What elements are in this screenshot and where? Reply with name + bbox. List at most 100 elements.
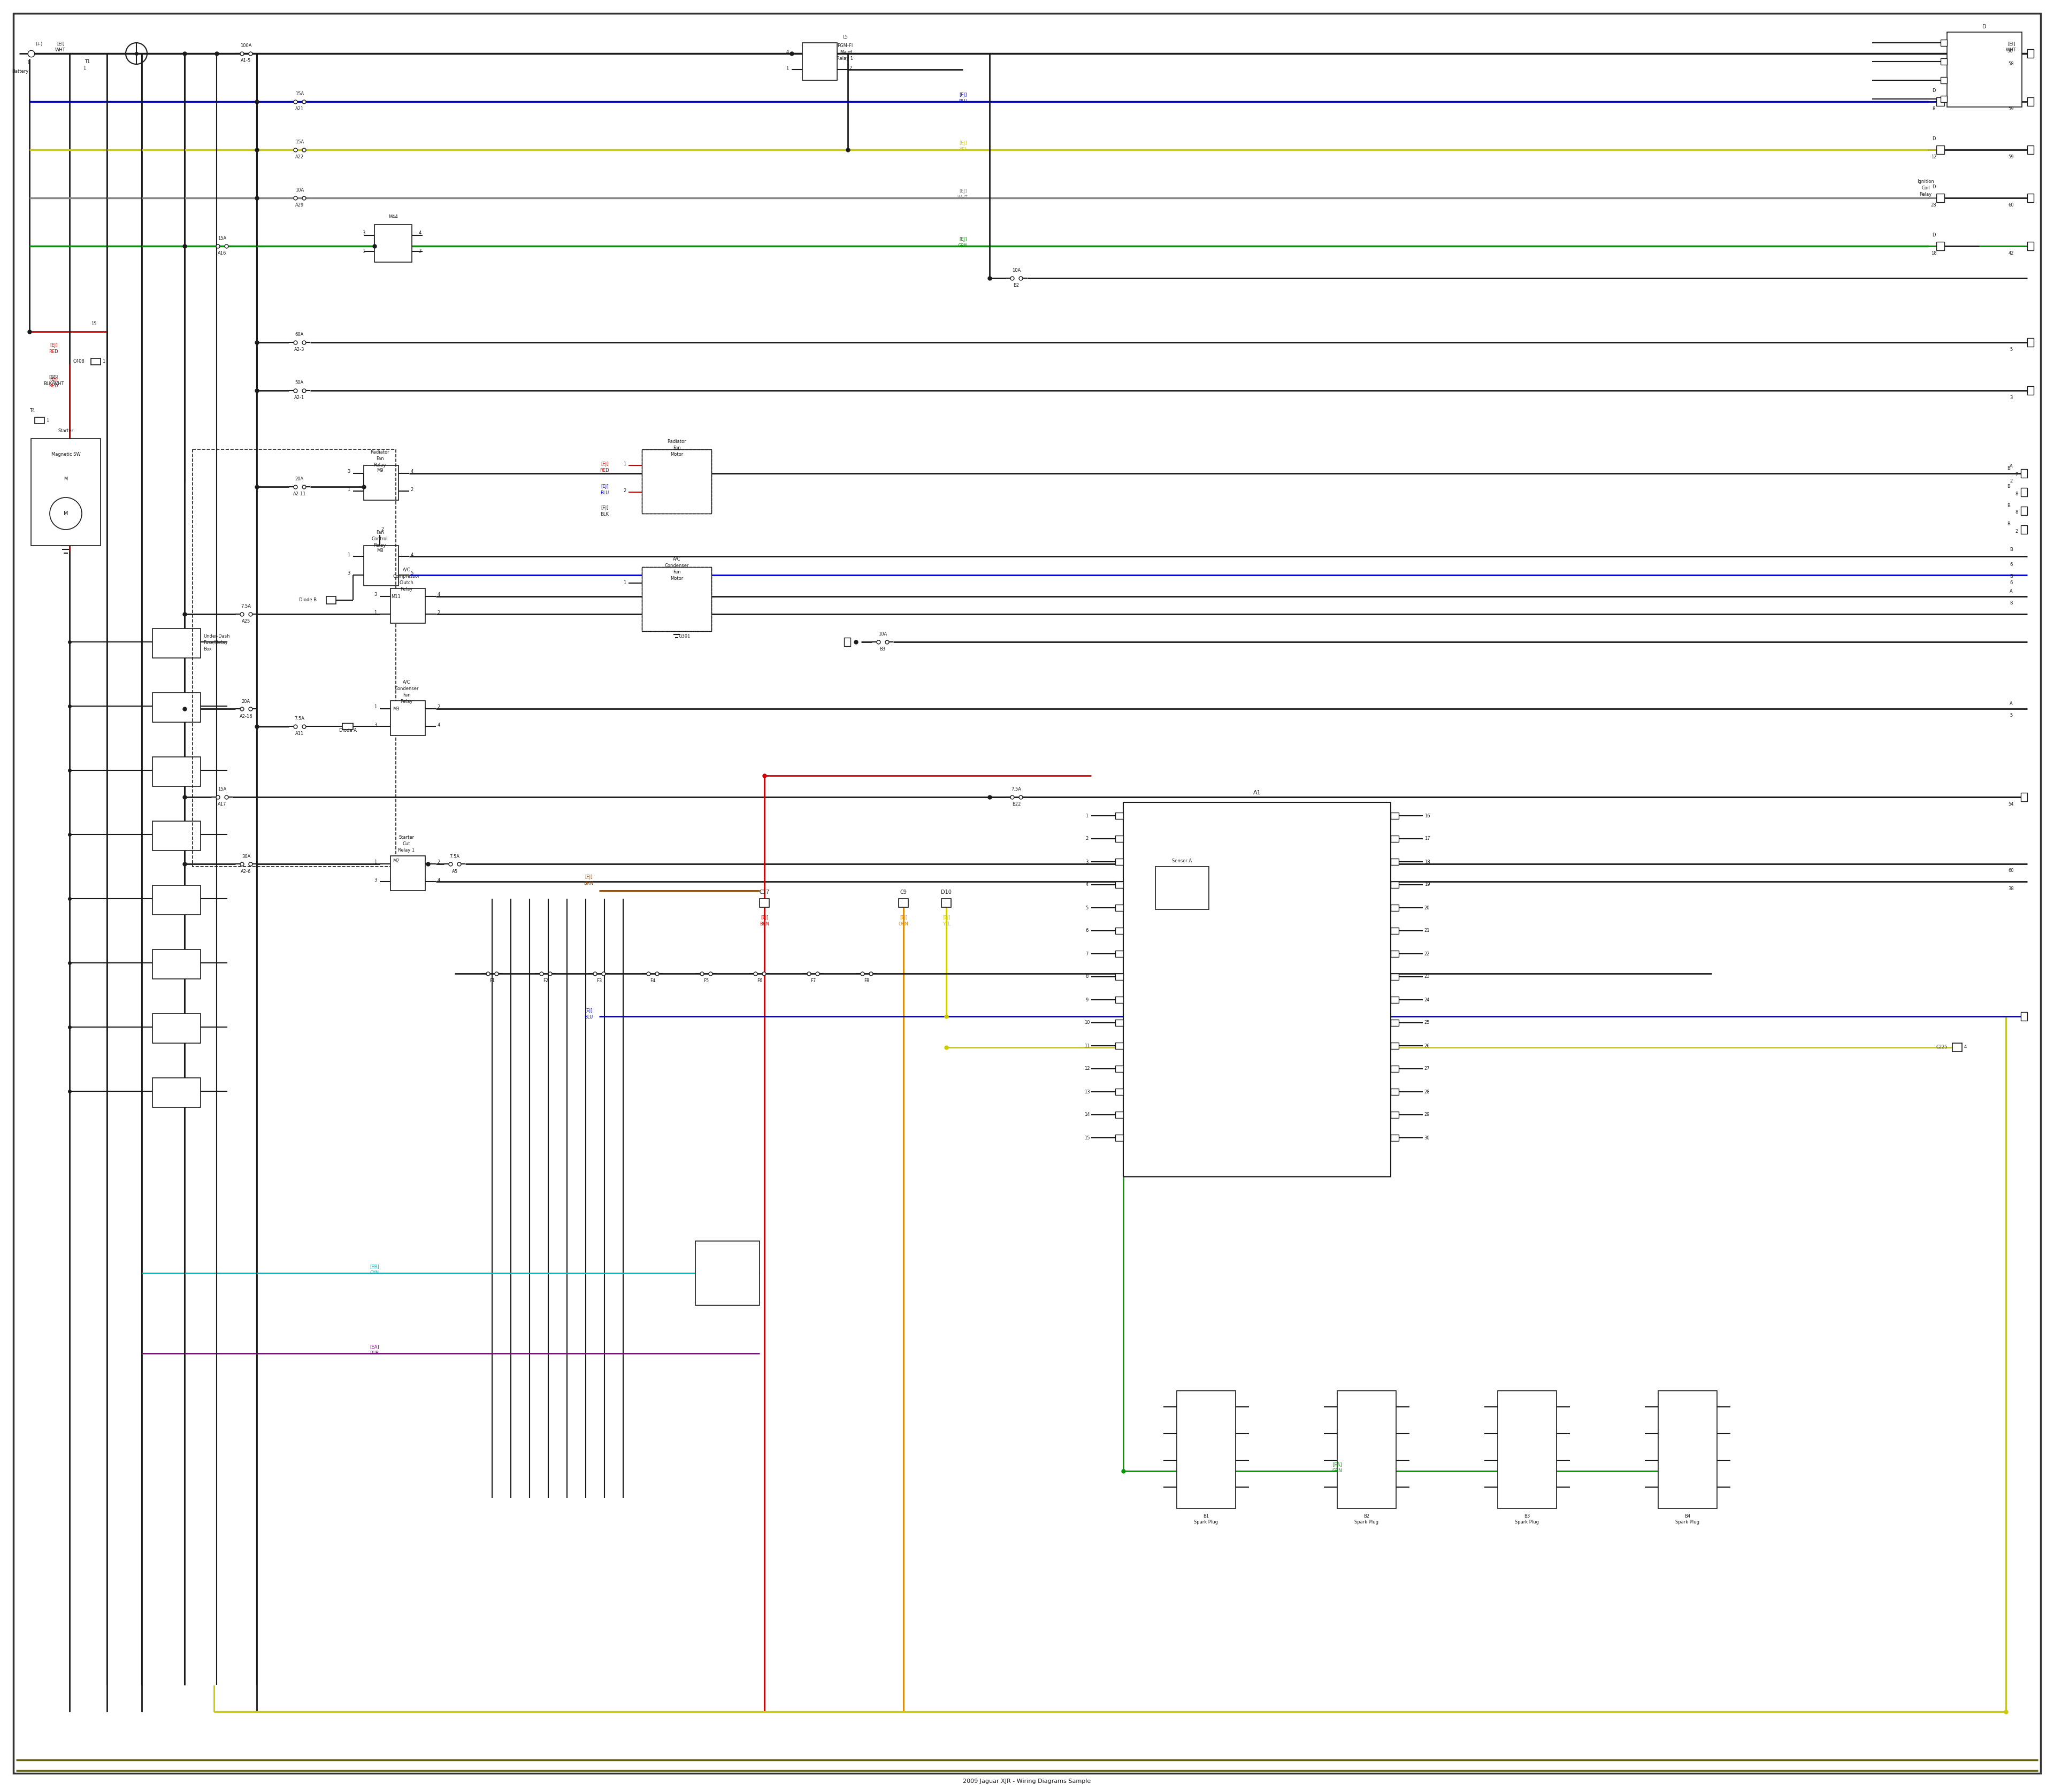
Text: BLK/WHT: BLK/WHT (43, 382, 64, 385)
Text: YEL: YEL (959, 147, 967, 152)
Bar (152, 821, 201, 851)
Text: [EJ]: [EJ] (959, 142, 967, 145)
Text: D10: D10 (941, 889, 951, 894)
Text: 2: 2 (438, 704, 440, 710)
Text: 30: 30 (1423, 1136, 1430, 1140)
Bar (1497, 1391, 1557, 1509)
Bar (1937, 97, 1945, 106)
Bar (1154, 867, 1210, 909)
Bar (2027, 339, 2033, 346)
Text: BLU: BLU (600, 491, 608, 496)
Text: 9: 9 (1085, 998, 1089, 1002)
Text: WHT: WHT (2007, 48, 2017, 52)
Text: 15: 15 (1085, 1136, 1091, 1140)
Text: C9: C9 (900, 889, 908, 894)
Text: GRN: GRN (957, 244, 967, 249)
Text: A/C: A/C (403, 568, 411, 572)
Text: 28: 28 (1423, 1090, 1430, 1095)
Text: [EI]: [EI] (58, 41, 64, 47)
Text: 7.5A: 7.5A (450, 855, 460, 858)
Text: Condenser: Condenser (394, 686, 419, 692)
Text: Clutch: Clutch (398, 581, 413, 584)
Text: [EB]: [EB] (370, 1265, 380, 1269)
Bar (1115, 858, 1124, 866)
Bar (1115, 973, 1124, 980)
Text: C17: C17 (760, 889, 770, 894)
Bar (641, 450, 711, 514)
Text: M: M (64, 477, 68, 482)
Bar (2021, 507, 2027, 514)
Text: ORN: ORN (898, 921, 908, 926)
Text: L5: L5 (842, 36, 848, 39)
Text: A17: A17 (218, 803, 226, 806)
Text: 4: 4 (438, 722, 440, 728)
Text: 2: 2 (438, 860, 440, 866)
Text: Ignition: Ignition (1916, 179, 1935, 185)
Text: B4
Spark Plug: B4 Spark Plug (1676, 1514, 1699, 1525)
Text: 10A: 10A (1013, 269, 1021, 272)
Text: A/C: A/C (403, 679, 411, 685)
Text: B3
Spark Plug: B3 Spark Plug (1516, 1514, 1538, 1525)
Text: Condenser: Condenser (665, 563, 688, 568)
Bar (1115, 835, 1124, 842)
Text: 1: 1 (622, 461, 626, 466)
Text: A2-3: A2-3 (294, 348, 304, 353)
Text: 2: 2 (382, 527, 384, 532)
Bar (1391, 928, 1399, 934)
Bar (1941, 77, 1947, 84)
Bar (1177, 1391, 1237, 1509)
Text: 3: 3 (347, 572, 349, 575)
Bar (1115, 905, 1124, 910)
Text: 26: 26 (1423, 1043, 1430, 1048)
Text: 1: 1 (45, 418, 49, 423)
Text: A22: A22 (296, 154, 304, 159)
Text: Control: Control (372, 536, 388, 541)
Text: [EJ]: [EJ] (959, 93, 967, 97)
Text: F5: F5 (702, 978, 709, 984)
Bar (2027, 97, 2033, 106)
Bar (1124, 803, 1391, 1177)
Text: Motor: Motor (670, 575, 684, 581)
Text: 38: 38 (2009, 885, 2015, 891)
Text: [EA]: [EA] (370, 1344, 380, 1349)
Text: A21: A21 (296, 108, 304, 111)
Text: D: D (1933, 136, 1935, 142)
Bar (2027, 194, 2033, 202)
Bar (1115, 1134, 1124, 1142)
Text: Under-Dash: Under-Dash (203, 634, 230, 640)
Text: 7.5A: 7.5A (1011, 787, 1021, 792)
Bar (1391, 882, 1399, 889)
Text: F2: F2 (542, 978, 548, 984)
Text: Relay: Relay (401, 699, 413, 704)
Text: 8: 8 (1085, 975, 1089, 978)
Text: 1: 1 (374, 704, 376, 710)
Bar (941, 898, 951, 907)
Bar (1937, 194, 1945, 202)
Text: BRN: BRN (583, 882, 594, 885)
Text: B2: B2 (1013, 283, 1019, 289)
Bar (1115, 812, 1124, 819)
Text: 27: 27 (1423, 1066, 1430, 1072)
Text: 3: 3 (1085, 860, 1089, 864)
Bar (1391, 1111, 1399, 1118)
Text: 20A: 20A (242, 699, 251, 704)
Bar (327, 597, 337, 604)
Text: 20A: 20A (296, 477, 304, 482)
Bar (1391, 812, 1399, 819)
Text: 18: 18 (1931, 251, 1937, 256)
Text: 7: 7 (2015, 473, 2017, 477)
Text: 100A: 100A (240, 43, 253, 48)
Text: 20: 20 (1423, 905, 1430, 910)
Text: 42: 42 (2009, 251, 2015, 256)
Text: 17: 17 (1423, 837, 1430, 840)
Text: 5: 5 (2009, 713, 2013, 719)
Text: 6: 6 (1085, 928, 1089, 934)
Text: 4: 4 (1964, 1045, 1966, 1050)
Text: 59: 59 (2009, 108, 2015, 111)
Text: 8: 8 (2015, 511, 2017, 514)
Text: 2: 2 (2015, 529, 2017, 534)
Text: 60: 60 (2009, 202, 2015, 208)
Text: 10: 10 (1085, 1020, 1091, 1025)
Text: [EJ]: [EJ] (959, 190, 967, 194)
Bar (641, 566, 711, 631)
